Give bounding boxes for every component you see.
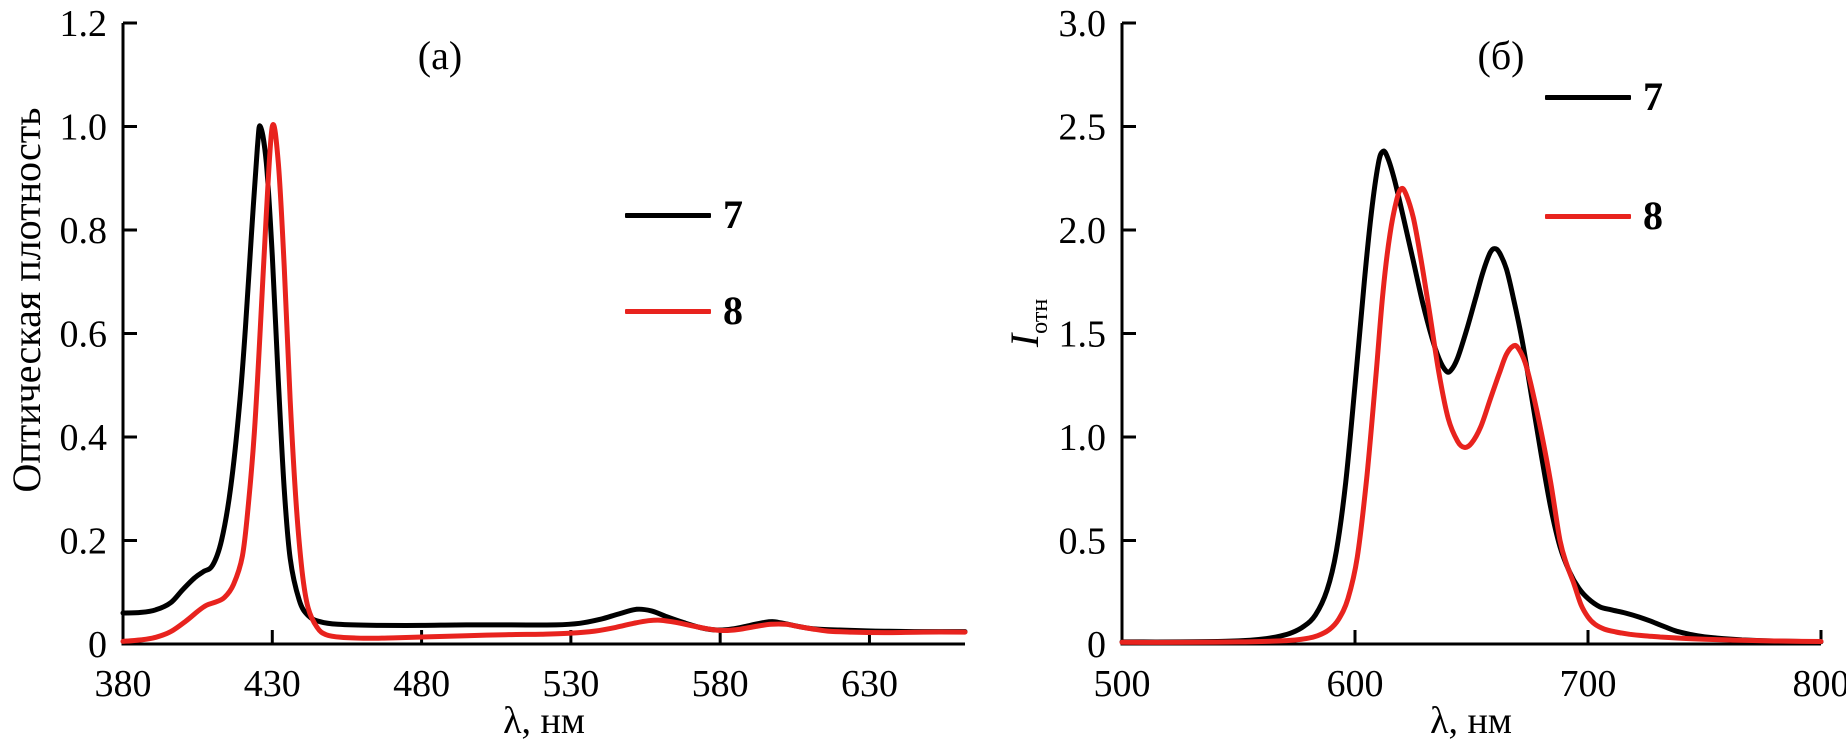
panel-a: 380 430 480 530 580 630 0 0.2 0.4 0.6 0.8 1.0 1.2: [60, 3, 968, 705]
y-tick-label: 1.5: [1059, 314, 1107, 356]
x-tick-label: 600: [1327, 663, 1384, 705]
legend-item-8-panel-b: 8: [1545, 196, 1663, 236]
axes-spine: [121, 23, 965, 646]
x-tick-label: 630: [841, 663, 898, 705]
legend-item-7-panel-a: 7: [625, 195, 743, 235]
y-tick-label: 1.2: [60, 3, 108, 45]
y-tick-label: 0.4: [60, 417, 108, 459]
x-tick-label: 580: [692, 663, 749, 705]
x-tick-label: 800: [1793, 663, 1846, 705]
axes-spine: [1120, 23, 1821, 646]
y-tick-label: 0.2: [60, 521, 108, 563]
y-tick-label: 1.0: [1059, 417, 1107, 459]
y-axis-label-panel-b: Iотн: [999, 243, 1053, 403]
y-tick-label: 0.5: [1059, 521, 1107, 563]
panel-label-b: (б): [1477, 33, 1525, 78]
panel-label-a: (a): [417, 33, 463, 78]
y-tick-label: 1.0: [60, 107, 108, 149]
y-tick-label: 2.0: [1059, 210, 1107, 252]
x-axis-label-panel-a: λ, нм: [503, 700, 585, 742]
x-tick-label: 430: [244, 663, 301, 705]
legend-label-series-8: 8: [723, 288, 743, 333]
y-tick-label: 0.8: [60, 210, 108, 252]
curve-series-7: [120, 123, 968, 635]
legend-item-8-panel-a: 8: [625, 291, 743, 331]
y-tick-label: 0: [88, 624, 107, 666]
x-tick-label: 480: [393, 663, 450, 705]
legend-line-series-8: [1545, 213, 1631, 219]
curve-series-8: [120, 122, 968, 644]
legend-label-series-8: 8: [1643, 193, 1663, 238]
y-axis-label-panel-a: Оптическая плотность: [4, 107, 49, 493]
x-tick-label: 500: [1094, 663, 1151, 705]
panel-b: 500 600 700 800 0 0.5 1.0 1.5 2.0 2.5 3.0: [1059, 3, 1846, 705]
x-axis-label-panel-b: λ, нм: [1430, 700, 1512, 742]
legend-line-series-7: [1545, 94, 1631, 100]
curve-series-7: [1119, 148, 1824, 645]
legend-label-series-7: 7: [1643, 74, 1663, 119]
y-axis-label-main: I: [1002, 333, 1047, 348]
y-tick-label: 0.6: [60, 314, 108, 356]
y-axis-label-subscript: отн: [1027, 298, 1053, 334]
legend-line-series-7: [625, 212, 711, 218]
y-tick-label: 0: [1087, 624, 1106, 666]
legend-label-series-7: 7: [723, 192, 743, 237]
legend-item-7-panel-b: 7: [1545, 77, 1663, 117]
y-tick-label: 3.0: [1059, 3, 1107, 45]
x-tick-label: 530: [542, 663, 599, 705]
x-tick-label: 380: [95, 663, 152, 705]
y-tick-label: 2.5: [1059, 107, 1107, 149]
legend-line-series-8: [625, 308, 711, 314]
x-tick-label: 700: [1560, 663, 1617, 705]
curve-series-8: [1119, 186, 1824, 645]
